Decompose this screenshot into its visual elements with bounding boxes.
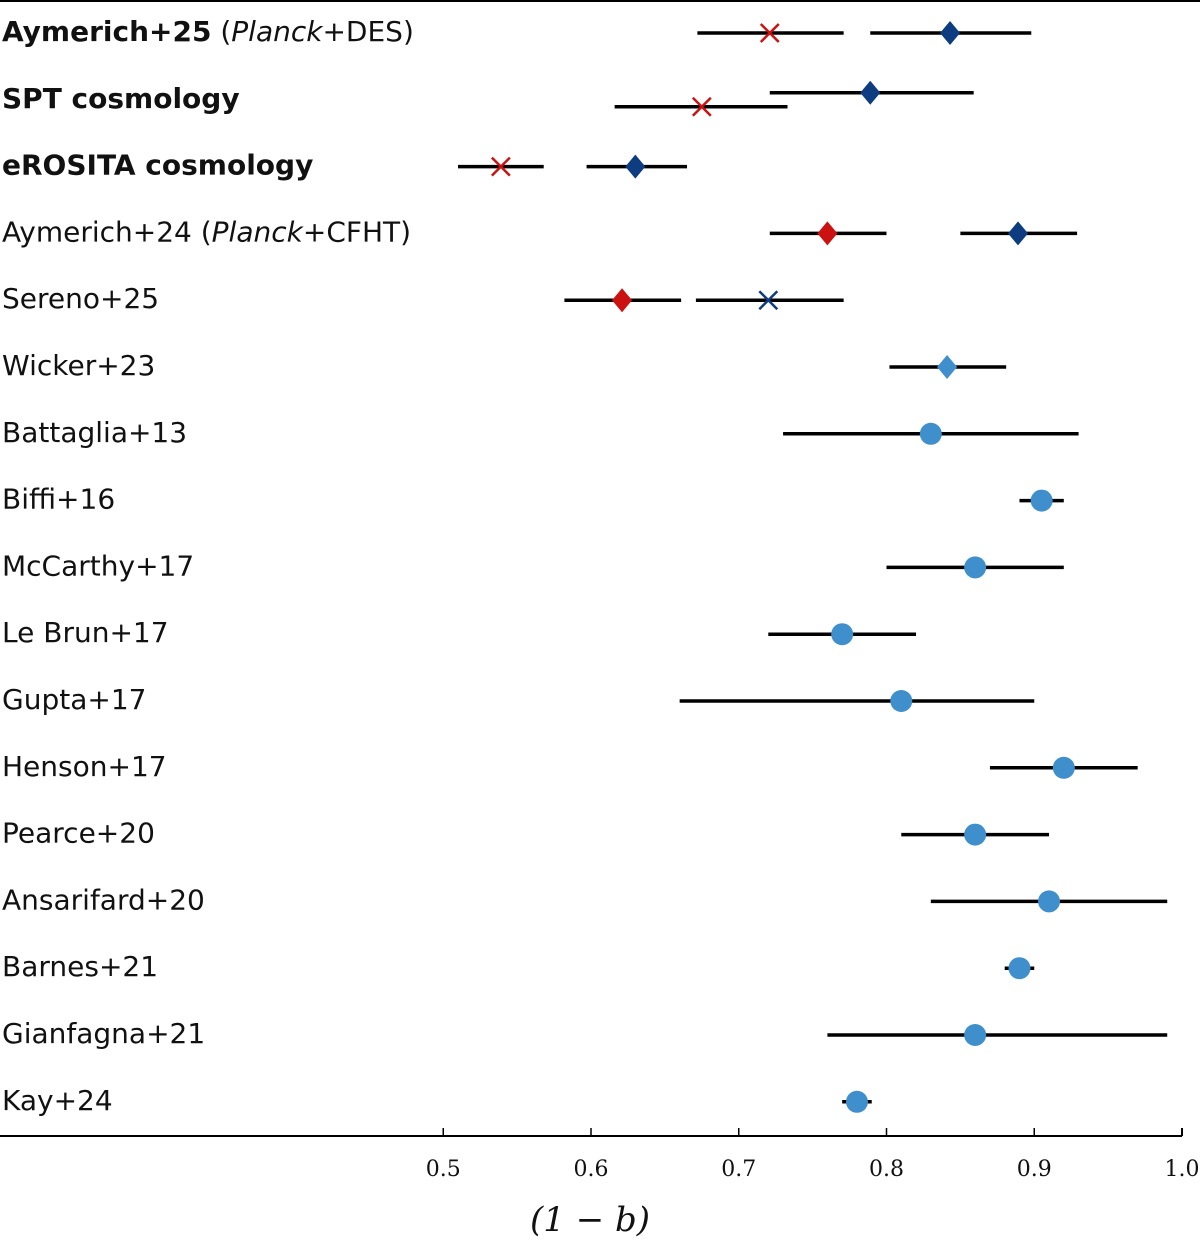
point [1007,221,1028,246]
label-part: Wicker+23 [2,349,155,382]
x-tick-label: 0.8 [869,1157,904,1182]
label-part: Planck [231,15,324,48]
row-label: Aymerich+25 (Planck+DES) [2,15,414,48]
label-part: Biffi+16 [2,483,115,516]
point [490,156,511,177]
point [890,690,913,712]
label-part: eROSITA cosmology [2,149,313,182]
label-part: Henson+17 [2,750,167,783]
row-label: Gupta+17 [2,683,146,716]
row-label: McCarthy+17 [2,549,194,582]
point [817,221,838,246]
label-part: Le Brun+17 [2,616,169,649]
point [1052,756,1075,779]
point [612,288,633,313]
point [940,21,961,45]
label-part: +DES) [322,15,413,48]
point [758,290,779,311]
label-part: Battaglia+13 [2,416,187,449]
label-part: Ansarifard+20 [2,883,205,916]
row-label: Sereno+25 [2,282,159,315]
point [964,556,987,579]
label-part: SPT cosmology [2,82,240,115]
label-part: Aymerich+25 [2,15,211,48]
label-part: Gupta+17 [2,683,146,716]
point [759,23,780,43]
point [860,80,881,105]
point [1008,957,1031,980]
point [1030,489,1053,512]
row-label: Wicker+23 [2,349,155,382]
x-axis-label: (1 − b) [530,1200,650,1240]
row-label: Biffi+16 [2,483,115,516]
label-part: +CFHT) [303,215,411,248]
label-part: McCarthy+17 [2,549,194,582]
row-label: Battaglia+13 [2,416,187,449]
row-label: SPT cosmology [2,82,240,115]
row-label: Le Brun+17 [2,616,169,649]
row-label: Pearce+20 [2,817,155,850]
row-label: eROSITA cosmology [2,149,313,182]
label-part: Pearce+20 [2,817,155,850]
label-part: Aymerich+24 ( [2,215,212,248]
point [964,1024,987,1046]
row-label: Barnes+21 [2,950,158,983]
row-label: Kay+24 [2,1084,113,1117]
point [1038,890,1061,913]
label-part: Sereno+25 [2,282,159,315]
row-label: Gianfagna+21 [2,1017,205,1050]
point [831,623,854,646]
label-part: Gianfagna+21 [2,1017,205,1050]
x-tick-label: 0.9 [1017,1157,1052,1182]
point [625,154,646,179]
label-part: Barnes+21 [2,950,158,983]
row-label: Ansarifard+20 [2,883,205,916]
x-tick-label: 0.7 [721,1157,756,1182]
x-tick-label: 0.6 [574,1157,609,1182]
label-part: Planck [212,215,305,248]
label-part: Kay+24 [2,1084,113,1117]
point [691,96,712,117]
row-label: Henson+17 [2,750,167,783]
row-label: Aymerich+24 (Planck+CFHT) [2,215,411,248]
point [919,422,942,445]
label-part: ( [211,15,231,48]
point [845,1090,868,1113]
x-tick-label: 0.5 [426,1157,461,1182]
point [937,355,958,379]
x-tick-label: 1.0 [1165,1157,1200,1182]
point [964,823,987,846]
